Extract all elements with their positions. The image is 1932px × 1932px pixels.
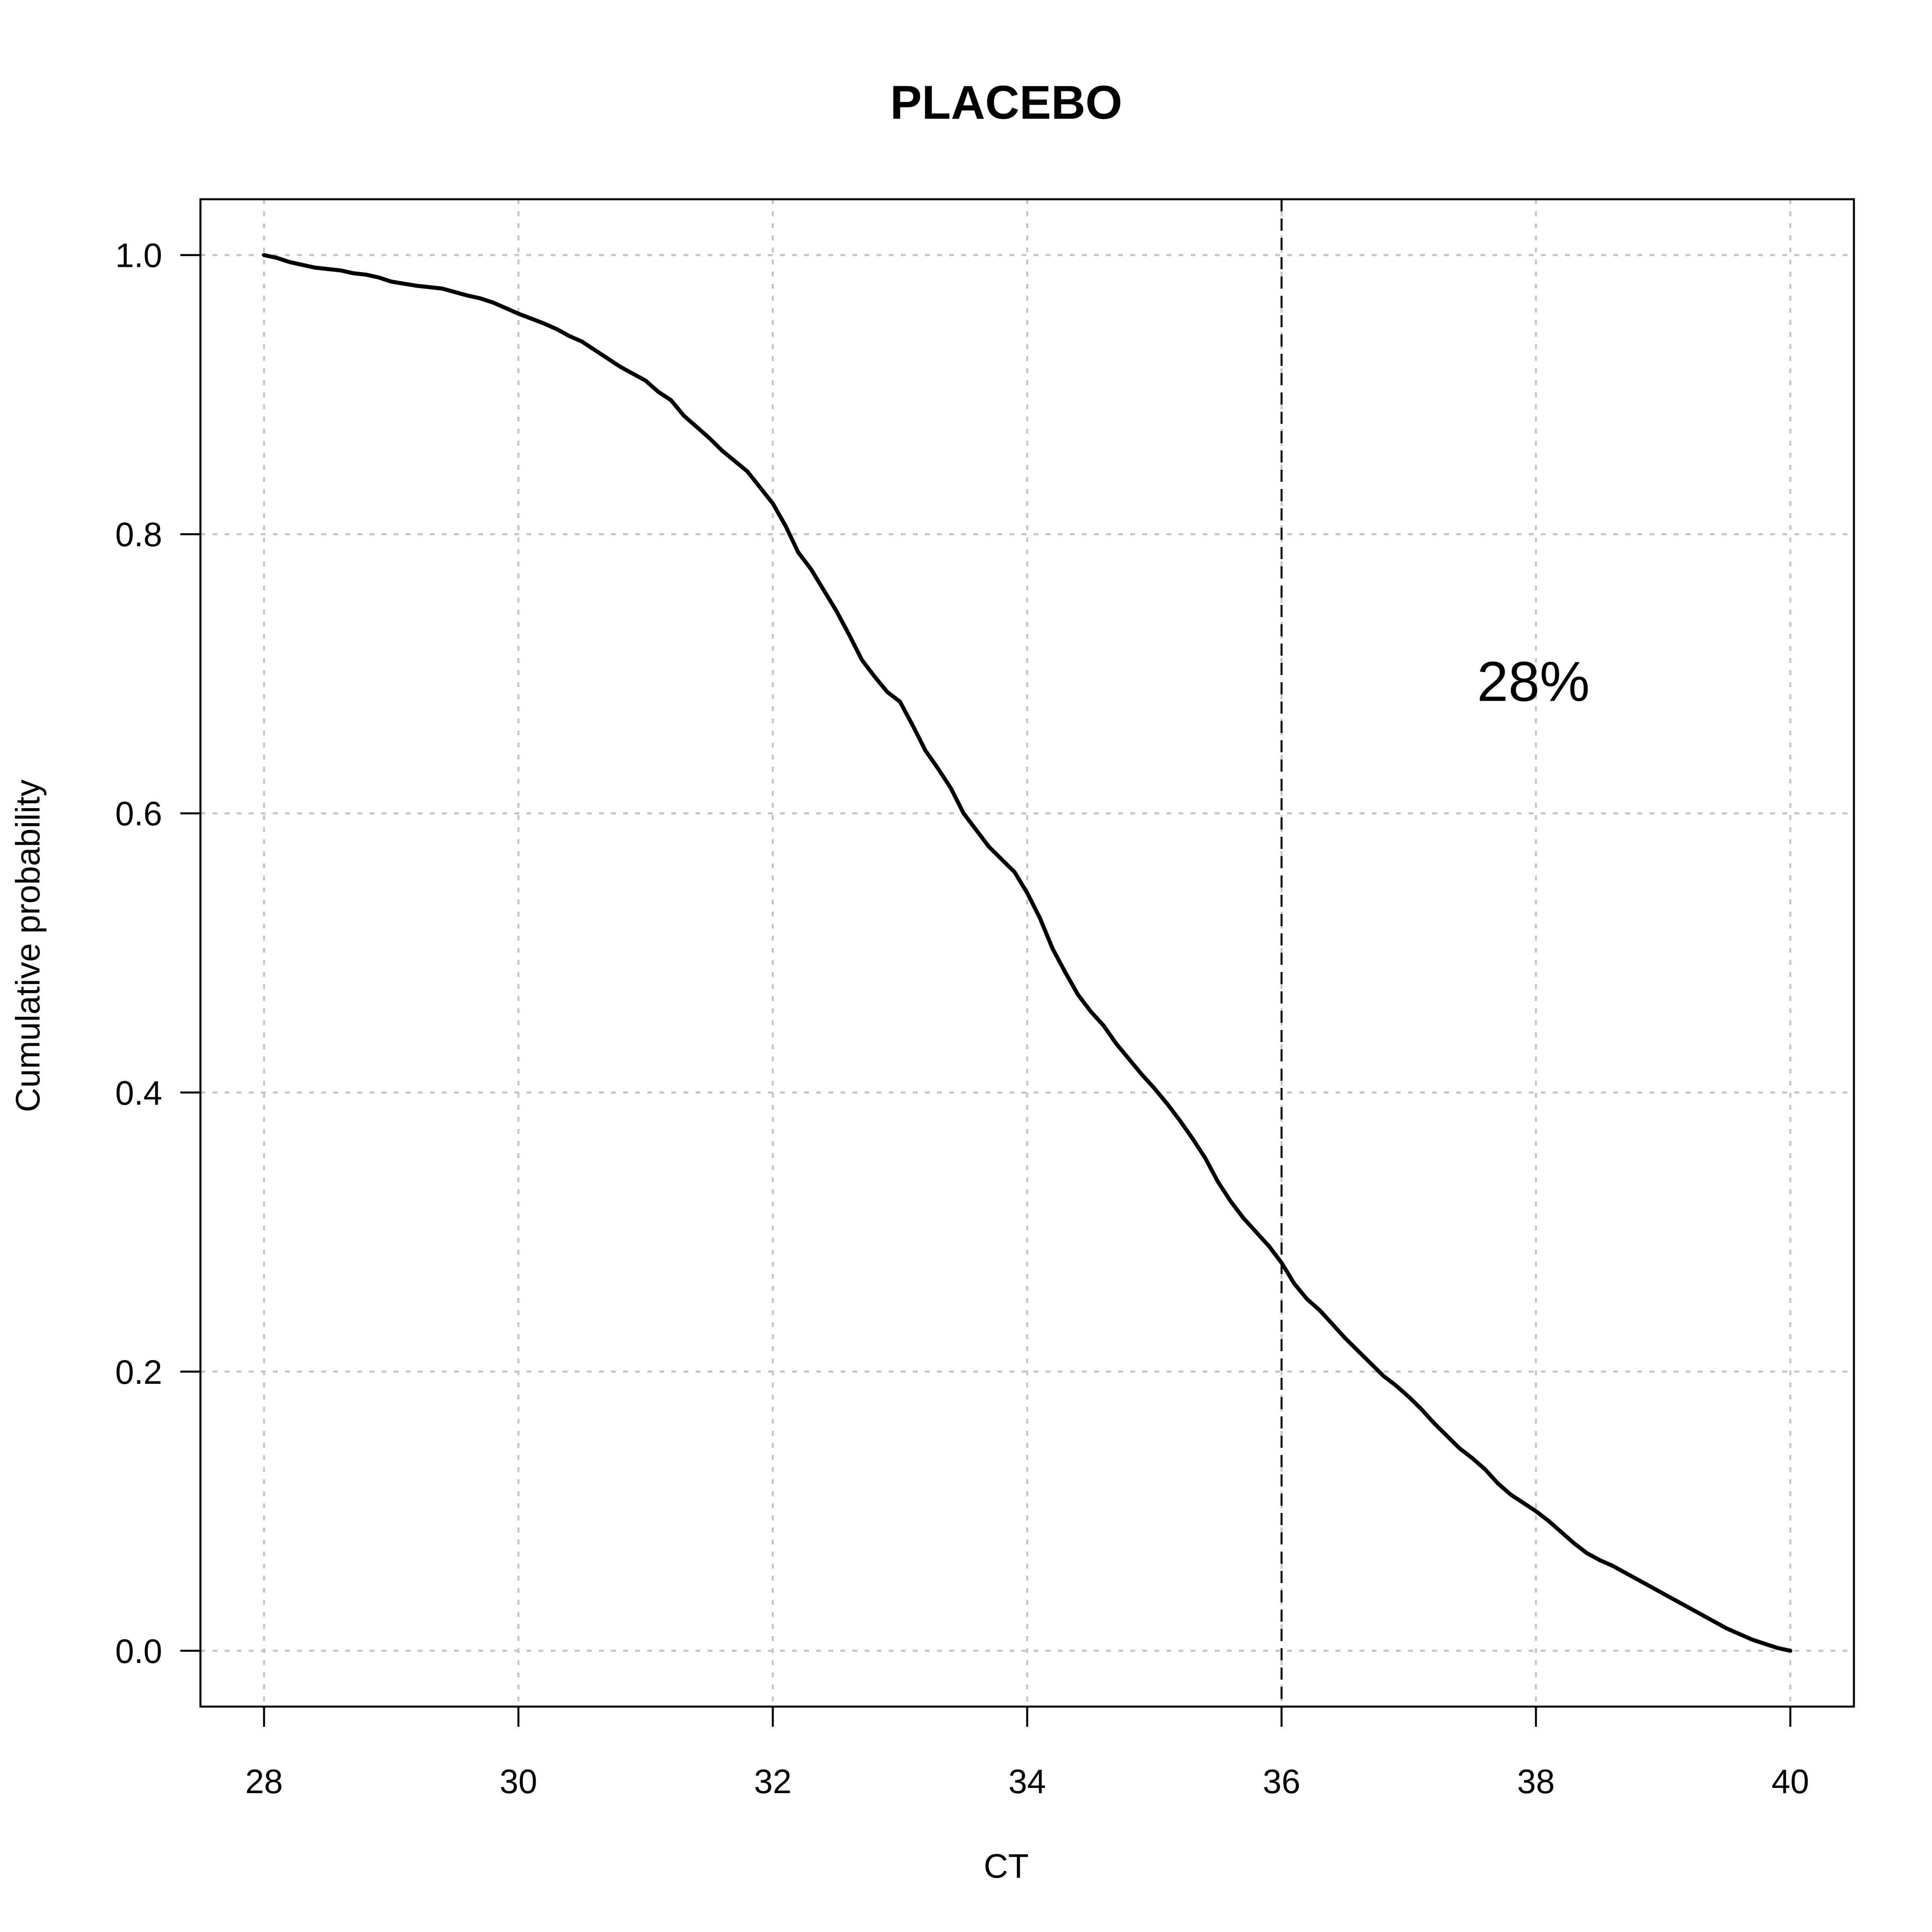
x-tick-label: 38 — [1517, 1763, 1554, 1800]
x-tick-label: 28 — [245, 1763, 283, 1800]
y-tick-label: 1.0 — [115, 237, 162, 275]
x-tick-label: 34 — [1008, 1763, 1046, 1800]
y-tick-label: 0.2 — [115, 1353, 162, 1391]
x-axis: 28 30 32 34 36 38 40 — [245, 1707, 1809, 1800]
cumulative-curve — [262, 253, 1792, 1653]
series-group — [262, 253, 1792, 1653]
y-tick-label: 0.4 — [115, 1074, 162, 1112]
x-axis-label: CT — [984, 1847, 1029, 1885]
y-axis-label: Cumulative probability — [9, 780, 47, 1112]
y-tick-label: 0.0 — [115, 1632, 162, 1670]
x-tick-label: 36 — [1263, 1763, 1300, 1800]
x-tick-label: 40 — [1771, 1763, 1809, 1800]
chart-title: PLACEBO — [890, 76, 1123, 129]
x-tick-label: 32 — [754, 1763, 791, 1800]
grid — [200, 199, 1854, 1707]
x-tick-label: 30 — [500, 1763, 537, 1800]
y-axis: 0.0 0.2 0.4 0.6 0.8 1.0 — [115, 237, 200, 1670]
percent-annotation: 28% — [1477, 650, 1590, 713]
y-tick-label: 0.8 — [115, 516, 162, 553]
y-tick-label: 0.6 — [115, 795, 162, 833]
